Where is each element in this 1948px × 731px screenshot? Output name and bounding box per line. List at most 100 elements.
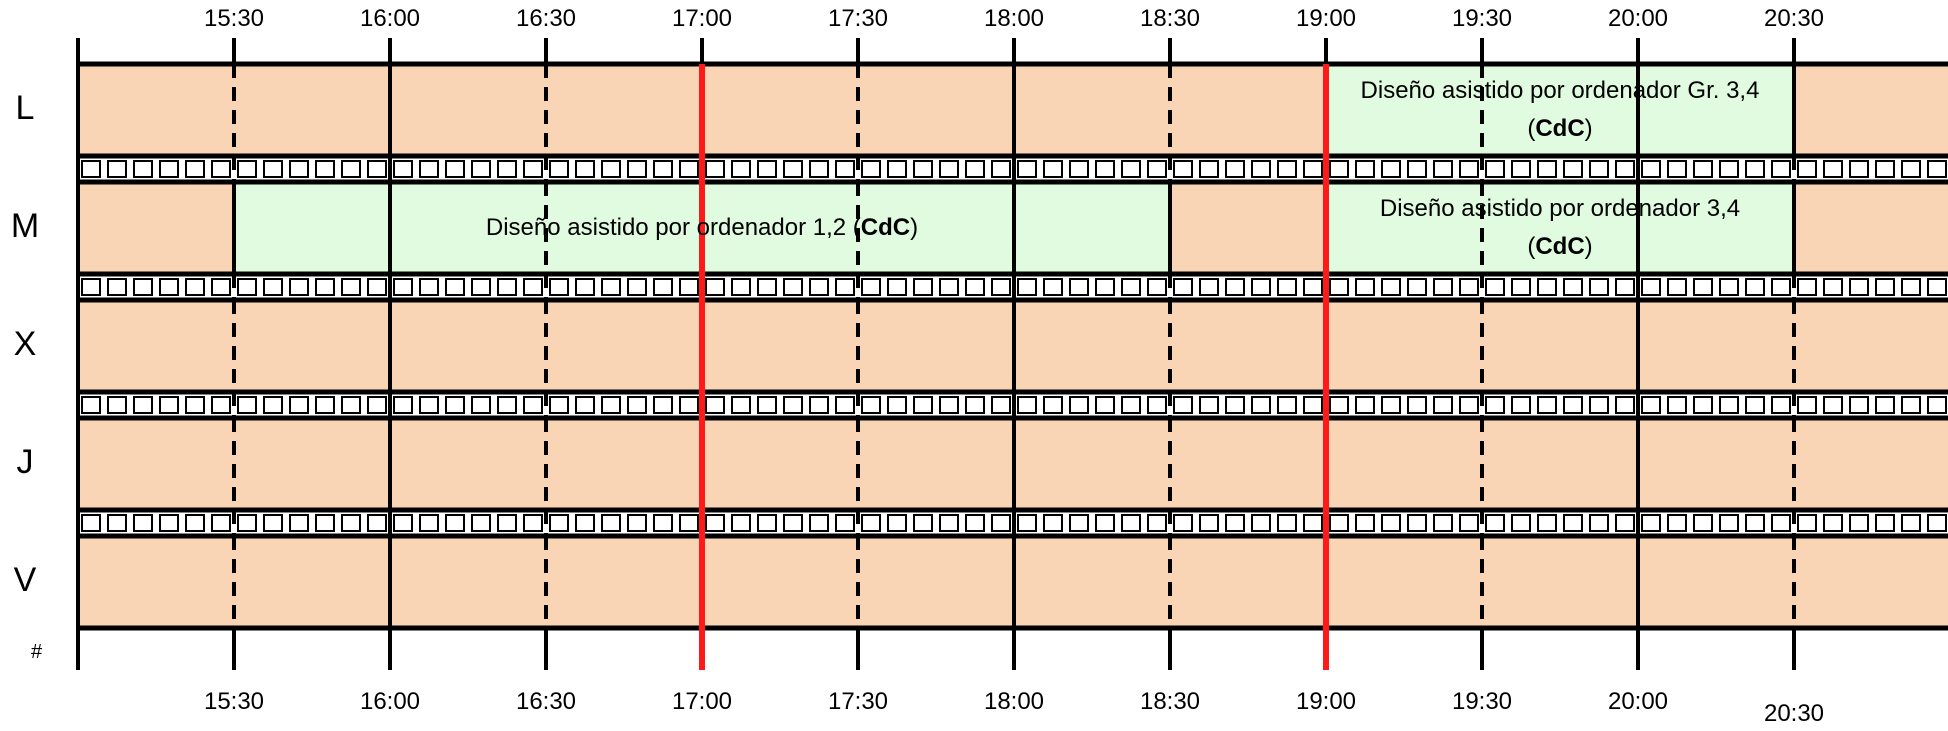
gap-cell [1459, 160, 1479, 178]
gap-cell [315, 514, 335, 532]
gap-cell [497, 396, 517, 414]
gap-cell [965, 278, 985, 296]
gap-cell [939, 278, 959, 296]
gap-cell [445, 278, 465, 296]
gap-cell [289, 396, 309, 414]
gap-cell [393, 160, 413, 178]
gap-cell [1121, 514, 1141, 532]
gap-cell [1615, 278, 1635, 296]
gap-cell [1589, 514, 1609, 532]
event-block [1326, 182, 1794, 274]
gap-cell [1433, 160, 1453, 178]
gap-cell [705, 278, 725, 296]
gap-cell [1277, 278, 1297, 296]
gap-cell [1901, 278, 1921, 296]
gap-cell [1589, 278, 1609, 296]
gap-cell [1927, 396, 1947, 414]
gap-cell [1771, 514, 1791, 532]
gap-cell [107, 514, 127, 532]
gap-cell [1459, 278, 1479, 296]
gap-cell [653, 160, 673, 178]
gap-cell [1355, 514, 1375, 532]
gap-cell [1381, 278, 1401, 296]
gap-cell [549, 278, 569, 296]
gap-cell [757, 278, 777, 296]
gap-cell [107, 278, 127, 296]
gap-cell [1225, 514, 1245, 532]
gap-cell [1303, 396, 1323, 414]
gap-cell [1797, 514, 1817, 532]
gap-cell [783, 278, 803, 296]
gap-cell [1823, 514, 1843, 532]
gap-cell [107, 160, 127, 178]
gap-cell [1121, 278, 1141, 296]
gap-cell [731, 160, 751, 178]
gap-cell [1199, 160, 1219, 178]
gap-cell [679, 278, 699, 296]
gap-cell [1875, 160, 1895, 178]
gap-cell [1719, 396, 1739, 414]
gap-cell [1199, 514, 1219, 532]
gap-cell [471, 278, 491, 296]
gap-cell [939, 396, 959, 414]
gap-cell [1277, 514, 1297, 532]
gap-cell [1771, 160, 1791, 178]
gap-cell [627, 396, 647, 414]
gap-cell [835, 514, 855, 532]
gap-cell [1199, 278, 1219, 296]
gap-cell [445, 396, 465, 414]
gap-cell [1069, 514, 1089, 532]
gap-cell [1277, 396, 1297, 414]
gap-cell [549, 396, 569, 414]
gap-cell [783, 160, 803, 178]
gap-cell [627, 160, 647, 178]
gap-cell [1537, 278, 1557, 296]
gap-cell [653, 396, 673, 414]
gap-cell [341, 396, 361, 414]
gap-cell [835, 396, 855, 414]
gap-cell [1017, 396, 1037, 414]
gap-cell [1667, 160, 1687, 178]
gap-cell [471, 396, 491, 414]
gap-cell [1407, 396, 1427, 414]
gap-cell [1563, 514, 1583, 532]
gap-cell [861, 396, 881, 414]
gap-cell [1329, 278, 1349, 296]
gap-cell [1537, 514, 1557, 532]
gap-cell [1745, 160, 1765, 178]
gap-cell [211, 396, 231, 414]
gap-cell [1537, 396, 1557, 414]
gap-cell [1277, 160, 1297, 178]
gap-cell [705, 514, 725, 532]
gap-cell [1329, 160, 1349, 178]
gap-cell [861, 514, 881, 532]
gap-cell [1667, 514, 1687, 532]
gap-cell [1251, 514, 1271, 532]
gap-cell [1823, 278, 1843, 296]
gap-cell [341, 160, 361, 178]
gap-cell [1615, 160, 1635, 178]
gap-cell [991, 396, 1011, 414]
gap-cell [1901, 514, 1921, 532]
gap-cell [1693, 396, 1713, 414]
gap-cell [757, 514, 777, 532]
gap-cell [1745, 396, 1765, 414]
gap-cell [1485, 278, 1505, 296]
gap-cell [939, 514, 959, 532]
gap-cell [237, 160, 257, 178]
gap-cell [1797, 160, 1817, 178]
gap-cell [1225, 160, 1245, 178]
gap-cell [939, 160, 959, 178]
gap-cell [1693, 514, 1713, 532]
gap-cell [1329, 396, 1349, 414]
gap-cell [1693, 160, 1713, 178]
gap-cell [367, 396, 387, 414]
gap-cell [1771, 278, 1791, 296]
gap-cell [1381, 396, 1401, 414]
gap-cell [341, 278, 361, 296]
gap-cell [1641, 396, 1661, 414]
gap-cell [913, 514, 933, 532]
gap-cell [601, 514, 621, 532]
